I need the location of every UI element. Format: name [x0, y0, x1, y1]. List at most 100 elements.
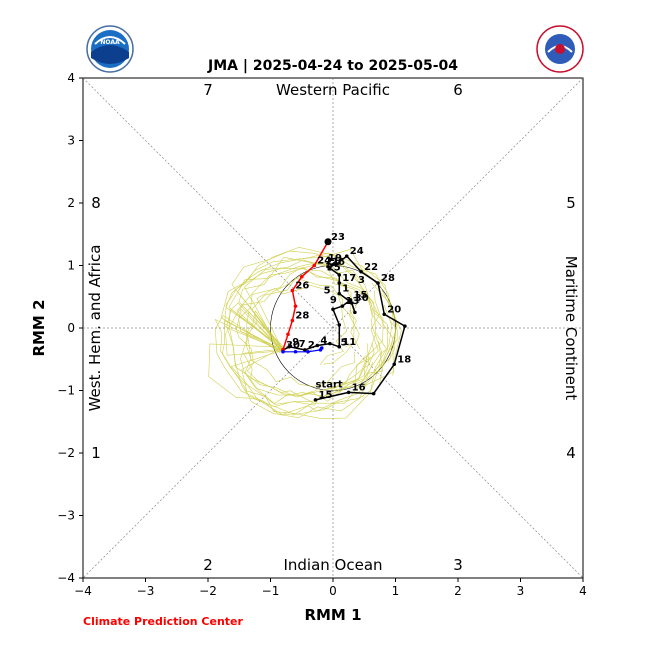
observed-track-point — [382, 312, 387, 317]
end-point-marker — [324, 238, 332, 246]
date-label: 21 — [326, 256, 340, 267]
observed-track-point — [337, 273, 342, 277]
y-tick-label: 2 — [67, 196, 75, 210]
ensemble-member-line — [208, 320, 397, 415]
observed-track-point — [392, 362, 397, 367]
recent-track-line — [282, 241, 329, 351]
y-tick-label: −2 — [57, 446, 75, 460]
date-label: 17 — [342, 273, 356, 284]
phase-2: 2 — [203, 556, 213, 574]
x-tick-label: 4 — [579, 584, 587, 598]
region-left: West. Hem. and Africa — [86, 245, 104, 412]
observed-track-point — [376, 281, 380, 285]
ensemble-member-line — [230, 290, 394, 415]
observed-track-point — [353, 310, 357, 315]
forecast-mean-track-point — [293, 349, 298, 354]
date-label: 18 — [397, 354, 411, 365]
ensemble-member-line — [224, 267, 360, 352]
recent-track-point — [293, 304, 298, 308]
credit-text: Climate Prediction Center — [83, 615, 243, 628]
y-tick-label: −4 — [57, 571, 75, 585]
ensemble-member-line — [244, 310, 366, 396]
observed-track-point — [313, 398, 318, 402]
ensemble-member-line — [225, 269, 382, 356]
date-label: 20 — [387, 304, 401, 315]
y-tick-label: 4 — [67, 71, 75, 85]
date-label: 7 — [299, 339, 306, 350]
ensemble-member-line — [246, 313, 356, 387]
date-label: 22 — [364, 262, 378, 273]
date-label: 16 — [352, 382, 366, 393]
ensemble-members — [208, 246, 402, 419]
plot-area — [82, 77, 584, 579]
date-label: 9 — [330, 295, 337, 306]
ensemble-member-line — [231, 250, 383, 389]
observed-track-point — [337, 291, 342, 296]
date-label: 2 — [308, 340, 315, 351]
recent-track-point — [290, 318, 295, 323]
x-axis-label: RMM 1 — [304, 606, 361, 624]
date-label: 5 — [341, 338, 348, 349]
x-tick-label: 0 — [329, 584, 337, 598]
series-layer — [281, 238, 407, 402]
svg-text:NOAA: NOAA — [100, 39, 120, 46]
ensemble-member-line — [244, 259, 377, 391]
observed-track-point — [340, 304, 345, 308]
phase-4: 4 — [566, 444, 576, 462]
x-tick-label: −3 — [137, 584, 155, 598]
date-label: 24 — [317, 256, 331, 267]
region-top: Western Pacific — [276, 81, 390, 99]
observed-track-point — [348, 298, 353, 302]
observed-track-point — [331, 307, 335, 312]
observed-track-point — [337, 281, 342, 285]
labels-layer: 1516182022242826171301513114293028262423… — [286, 232, 411, 401]
date-label: 11 — [342, 337, 356, 348]
ensemble-member-line — [222, 320, 383, 416]
date-label: 23 — [331, 232, 345, 243]
region-right: Maritime Continent — [562, 256, 580, 401]
date-label: 15 — [354, 290, 368, 301]
date-label: 3 — [358, 275, 365, 286]
recent-track-point — [290, 288, 295, 293]
recent-track-point — [312, 263, 317, 268]
observed-track-point — [337, 323, 342, 327]
x-tick-label: −2 — [199, 584, 217, 598]
date-label: 26 — [331, 257, 345, 268]
recent-track-point — [299, 274, 304, 279]
y-tick-label: 0 — [67, 321, 75, 335]
date-label: 1 — [342, 284, 349, 295]
observed-track-point — [326, 264, 330, 269]
observed-track-recent-point — [287, 344, 292, 349]
phase-5: 5 — [566, 194, 576, 212]
ensemble-member-line — [214, 318, 368, 406]
date-label: 30 — [355, 293, 369, 304]
date-label: 4 — [320, 336, 327, 347]
x-tick-label: −4 — [74, 584, 92, 598]
observed-track-recent-point — [315, 343, 320, 348]
ensemble-member-line — [251, 277, 355, 365]
x-tick-label: −1 — [262, 584, 280, 598]
observed-track-point — [346, 390, 351, 395]
y-axis-label: RMM 2 — [30, 299, 48, 356]
phase-3: 3 — [453, 556, 463, 574]
date-label: 13 — [345, 296, 359, 307]
ensemble-member-line — [229, 302, 370, 398]
ensemble-member-line — [226, 308, 375, 408]
ensemble-member-line — [256, 284, 348, 366]
forecast-mean-track-point — [306, 349, 310, 354]
observed-track-point — [344, 254, 349, 258]
forecast-mean-track-point — [281, 349, 285, 354]
date-label: 24 — [350, 246, 364, 257]
phase-8: 8 — [91, 194, 101, 212]
observed-track-recent-point — [337, 344, 342, 349]
date-label: 28 — [295, 311, 309, 322]
nws-logo — [536, 25, 584, 73]
x-tick-label: 1 — [392, 584, 400, 598]
y-tick-label: −1 — [57, 384, 75, 398]
date-label: 25 — [327, 263, 341, 274]
date-label: 30 — [286, 340, 300, 351]
observed-track-recent-point — [328, 341, 332, 346]
observed-track-point — [403, 324, 407, 328]
